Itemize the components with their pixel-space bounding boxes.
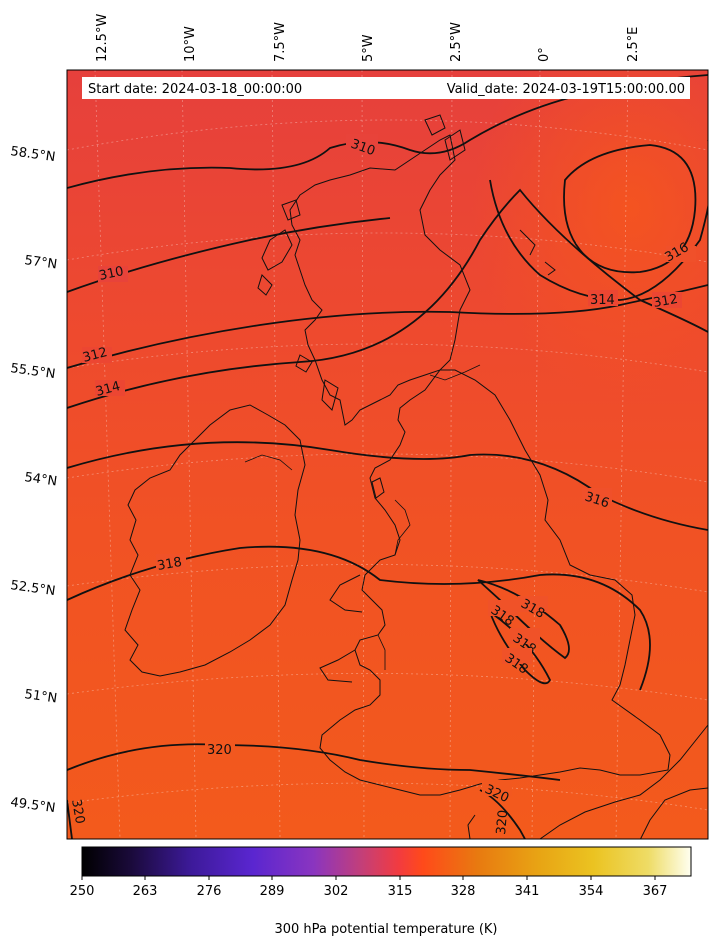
contour-label: 318 bbox=[156, 555, 183, 574]
lon-tick-label: 5°W bbox=[361, 34, 376, 62]
warm-anomaly bbox=[67, 70, 708, 839]
lon-tick-label: 2.5°E bbox=[626, 27, 641, 62]
contour-312 bbox=[67, 284, 708, 369]
contour-label: 314 bbox=[94, 379, 122, 400]
coastline-france bbox=[539, 724, 708, 839]
map-panel: 310 310 312 314 316 314 312 316 318 318 bbox=[66, 69, 709, 840]
colorbar-tick-label: 302 bbox=[324, 884, 349, 899]
colorbar-tick-label: 250 bbox=[70, 884, 95, 899]
coastlines bbox=[124, 114, 708, 839]
lat-tick-label: 49.5°N bbox=[9, 795, 56, 816]
contour-320-b bbox=[67, 799, 73, 839]
lat-tick-label: 58.5°N bbox=[9, 144, 56, 165]
lon-tick-label: 0° bbox=[537, 47, 552, 62]
contour-314 bbox=[67, 188, 708, 409]
colorbar-tick-label: 276 bbox=[197, 884, 222, 899]
contour-318-loop-a bbox=[477, 579, 570, 660]
start-date: Start date: 2024-03-18_00:00:00 bbox=[88, 82, 302, 97]
colorbar-tick-label: 263 bbox=[133, 884, 158, 899]
lat-tick-label: 55.5°N bbox=[9, 361, 56, 382]
lon-tick-label: 2.5°W bbox=[449, 22, 464, 62]
colorbar: 250 263 276 289 302 315 328 341 354 367 … bbox=[70, 846, 692, 937]
contour-320 bbox=[67, 743, 561, 781]
colorbar-tick-label: 354 bbox=[579, 884, 604, 899]
contour-label: 312 bbox=[652, 292, 679, 311]
colorbar-tick-label: 315 bbox=[388, 884, 413, 899]
contour-label: 320 bbox=[207, 743, 232, 758]
lon-tick-label: 7.5°W bbox=[273, 22, 288, 62]
contour-label: 320 bbox=[494, 809, 511, 835]
lon-tick-label: 10°W bbox=[183, 26, 198, 62]
contour-316 bbox=[67, 441, 708, 531]
colorbar-tick-label: 367 bbox=[643, 884, 668, 899]
lat-tick-label: 51°N bbox=[23, 687, 58, 706]
contour-label: 314 bbox=[590, 293, 615, 308]
graticule bbox=[67, 70, 708, 839]
coastline-england bbox=[319, 369, 671, 796]
colorbar-gradient bbox=[81, 846, 692, 877]
longitude-ticks: 12.5°W 10°W 7.5°W 5°W 2.5°W 0° 2.5°E bbox=[95, 14, 641, 62]
contour-label: 310 bbox=[98, 264, 125, 284]
colorbar-title: 300 hPa potential temperature (K) bbox=[274, 922, 497, 937]
lat-tick-label: 57°N bbox=[23, 253, 58, 272]
contour-314-arc bbox=[489, 140, 708, 301]
valid-date: Valid_date: 2024-03-19T15:00:00.00 bbox=[447, 82, 685, 97]
lon-tick-label: 12.5°W bbox=[95, 14, 110, 62]
coastline-scotland bbox=[289, 134, 471, 426]
map-frame bbox=[66, 69, 709, 840]
colorbar-ticks bbox=[81, 876, 656, 880]
lat-tick-label: 52.5°N bbox=[9, 578, 56, 599]
colorbar-tick-label: 341 bbox=[515, 884, 540, 899]
contour-label: 312 bbox=[81, 345, 109, 366]
colorbar-tick-label: 289 bbox=[260, 884, 285, 899]
latitude-ticks: 58.5°N 57°N 55.5°N 54°N 52.5°N 51°N 49.5… bbox=[9, 144, 58, 816]
header-box bbox=[82, 77, 690, 99]
lat-tick-label: 54°N bbox=[23, 470, 58, 489]
borders bbox=[244, 364, 481, 670]
contour-label: 320 bbox=[68, 798, 87, 825]
contour-318 bbox=[67, 545, 651, 691]
colorbar-tick-label: 328 bbox=[451, 884, 476, 899]
coastline-ireland bbox=[124, 404, 306, 677]
contour-label: 316 bbox=[583, 490, 611, 512]
